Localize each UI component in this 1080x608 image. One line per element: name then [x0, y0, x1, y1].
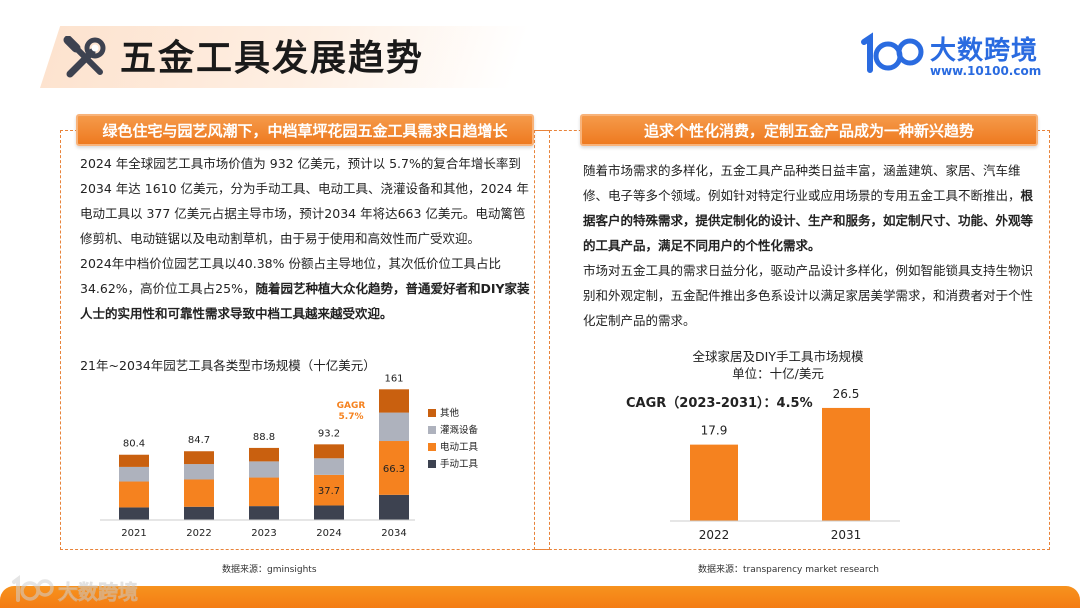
bar-total-label: 93.2 [318, 428, 340, 439]
cagr-annotation: CAGR（2023-2031）：4.5% [626, 395, 813, 411]
bar-segment [249, 447, 279, 462]
legend-label: 其他 [440, 407, 460, 419]
tools-icon [63, 36, 106, 78]
bar-segment [379, 389, 409, 413]
garden-tools-stacked-bar-chart: 2021年~2034年园艺工具各类型市场规模（十亿美元） 2021 2022 202… [80, 358, 479, 539]
legend-label: 灌溉设备 [440, 424, 479, 436]
bar-segment [119, 507, 149, 520]
bar [822, 407, 870, 521]
right-banner: 追求个性化消费，定制五金产品成为一种新兴趋势 [580, 114, 1038, 146]
bar-value-label: 17.9 [701, 424, 728, 438]
bar-segment [119, 481, 149, 508]
left-paragraph-2: 2024年中档价位园艺工具以40.38% 份额占主导地位，其次低价位工具占比34… [80, 251, 532, 326]
bar-segment [314, 505, 344, 520]
left-paragraph-2-normal: 2024年中档价位园艺工具以40.38% 份额占主导地位，其次低价位工具占比34… [80, 256, 501, 296]
footer-brand-name: 大数跨境 [58, 580, 139, 605]
left-source: 数据来源：gminsights [222, 565, 317, 575]
x-tick-label: 2023 [251, 528, 276, 539]
data-label: 66.3 [383, 464, 405, 475]
bar-total-label: 80.4 [123, 439, 145, 450]
right-paragraph-1: 随着市场需求的多样化，五金工具产品种类日益丰富，涵盖建筑、家居、汽车维修、电子等… [583, 158, 1035, 258]
bar-segment [379, 494, 409, 520]
bar-total-label: 88.8 [253, 432, 275, 443]
bar-segment [119, 466, 149, 482]
diy-hand-tools-bar-chart: 全球家居及DIY手工具市场规模 单位：十亿/美元 CAGR（2023-2031）… [626, 349, 900, 542]
left-paragraph-1: 2024 年全球园艺工具市场价值为 932 亿美元，预计以 5.7%的复合年增长… [80, 156, 529, 246]
bar-segment [184, 506, 214, 520]
right-paragraph-1-normal: 随着市场需求的多样化，五金工具产品种类日益丰富，涵盖建筑、家居、汽车维修、电子等… [583, 163, 1021, 203]
right-paragraph-2: 市场对五金工具的需求日益分化，驱动产品设计多样化，例如智能锁具支持生物识别和外观… [583, 263, 1034, 328]
bar-segment [249, 477, 279, 507]
cagr-annotation-line1: GAGR [337, 401, 366, 411]
bar-segment [314, 474, 344, 506]
bar-segment [379, 412, 409, 442]
bar [690, 444, 738, 521]
x-tick-label: 2024 [316, 528, 341, 539]
bar-segment [184, 451, 214, 465]
chart-title: 2021年~2034年园艺工具各类型市场规模（十亿美元） [80, 358, 376, 373]
left-banner: 绿色住宅与园艺风潮下，中档草坪花园五金工具需求日趋增长 [76, 114, 534, 146]
bar-segment [184, 464, 214, 480]
footer-watermark: 大数跨境 [10, 574, 150, 604]
bar-segment [119, 454, 149, 467]
data-label: 37.7 [318, 486, 340, 497]
left-body-text: 2024 年全球园艺工具市场价值为 932 亿美元，预计以 5.7%的复合年增长… [80, 151, 532, 326]
bar-segment [314, 444, 344, 459]
brand-name: 大数跨境 [930, 36, 1039, 66]
x-tick-label: 2031 [831, 528, 862, 542]
bar-total-label: 161 [384, 373, 403, 384]
brand-logo[interactable]: 大数跨境 www.10100.com [858, 30, 1058, 82]
bar-value-label: 26.5 [833, 387, 860, 401]
legend-label: 手动工具 [440, 458, 479, 470]
chart-title: 全球家居及DIY手工具市场规模 [693, 349, 864, 364]
legend-swatch [428, 443, 436, 451]
cagr-annotation-line2: 5.7% [339, 412, 364, 422]
bar-segment [184, 479, 214, 507]
left-paragraph-2-bold: 随着园艺种植大众化趋势，普通爱好者和DIY家装人士的实用性和可靠性需求导致中档工… [80, 281, 530, 321]
bar-segment [249, 506, 279, 520]
x-tick-label: 2022 [699, 528, 730, 542]
chart-subtitle: 单位：十亿/美元 [732, 366, 824, 381]
legend-swatch [428, 426, 436, 434]
bar-segment [249, 461, 279, 478]
page-title: 五金工具发展趋势 [120, 38, 425, 79]
bar-segment [314, 458, 344, 475]
x-tick-label: 2034 [381, 528, 406, 539]
right-body-text: 随着市场需求的多样化，五金工具产品种类日益丰富，涵盖建筑、家居、汽车维修、电子等… [583, 158, 1035, 333]
brand-url[interactable]: www.10100.com [930, 64, 1042, 78]
10100-logo-icon [861, 32, 924, 73]
right-paragraph-1-bold: 根据客户的特殊需求，提供定制化的设计、生产和服务，如定制尺寸、功能、外观等的工具… [583, 188, 1034, 253]
bar-total-label: 84.7 [188, 435, 210, 446]
bar-segment [379, 441, 409, 495]
footer-bar [0, 586, 1080, 608]
legend-swatch [428, 409, 436, 417]
right-source: 数据来源：transparency market research [698, 565, 879, 575]
legend-swatch [428, 460, 436, 468]
x-tick-label: 2022 [186, 528, 211, 539]
footer-10100-logo-icon [12, 575, 54, 602]
x-tick-label: 2021 [121, 528, 146, 539]
legend-label: 电动工具 [440, 441, 479, 453]
